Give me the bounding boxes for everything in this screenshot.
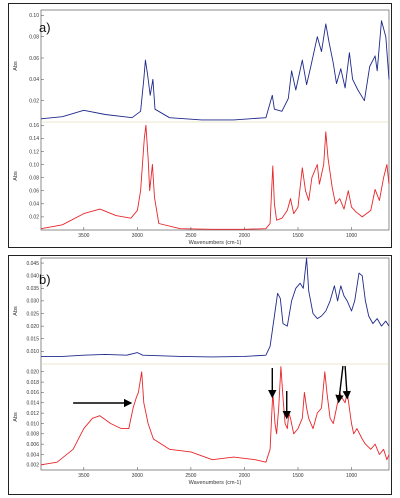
x-tick-label: 3000 — [132, 473, 143, 479]
y-tick-label: 0.10 — [29, 162, 39, 168]
y-tick-label: 0.008 — [26, 432, 39, 438]
y-tick-label: 0.015 — [26, 337, 39, 343]
x-tick-label: 1000 — [346, 233, 357, 239]
y-tick-label: 0.018 — [26, 380, 39, 386]
x-tick-label: 1000 — [346, 473, 357, 479]
series-line-red — [40, 366, 390, 466]
plot-frame — [40, 9, 390, 231]
y-tick-label: 0.16 — [29, 123, 39, 129]
y-tick-label: 0.08 — [29, 175, 39, 181]
annotation-arrow — [335, 365, 344, 404]
chart-b: 0.010 0.015 0.020 0.025 0.030 0.035 0.040 0.045… — [13, 257, 390, 486]
y-axis-label: Abs — [13, 171, 19, 181]
x-tick-label: 2000 — [239, 473, 250, 479]
x-axis-label: Wavenumbers (cm-1) — [189, 240, 242, 246]
series-line-blue — [40, 20, 390, 121]
x-tick-label: 2500 — [185, 233, 196, 239]
panel-a: 0.02 0.04 0.06 0.08 0.10 Abs 0.02 0.04 0.06 0.08 0… — [8, 3, 392, 248]
panel-label-a: a) — [39, 20, 51, 35]
y-tick-label: 0.10 — [29, 13, 39, 19]
y-tick-label: 0.14 — [29, 136, 39, 142]
y-tick-label: 0.08 — [29, 34, 39, 40]
y-tick-label: 0.045 — [26, 261, 39, 267]
y-tick-label: 0.014 — [26, 401, 39, 407]
x-tick-label: 3500 — [78, 233, 89, 239]
y-tick-label: 0.06 — [29, 56, 39, 62]
annotation-arrow — [342, 365, 351, 400]
series-line-blue — [41, 257, 390, 358]
x-axis-label: Wavenumbers (cm-1) — [189, 480, 242, 486]
y-tick-label: 0.035 — [26, 286, 39, 292]
y-tick-label: 0.020 — [26, 370, 39, 376]
y-tick-label: 0.02 — [29, 98, 39, 104]
y-tick-label: 0.012 — [26, 411, 39, 417]
x-tick-label: 1500 — [292, 233, 303, 239]
series-line-red — [40, 124, 390, 230]
panel-b: 0.010 0.015 0.020 0.025 0.030 0.035 0.040 0.045… — [8, 255, 392, 495]
y-tick-label: 0.025 — [26, 311, 39, 317]
y-tick-label: 0.030 — [26, 299, 39, 305]
x-tick-label: 1500 — [292, 473, 303, 479]
x-tick-label: 2000 — [239, 233, 250, 239]
y-axis-label: Abs — [13, 412, 19, 422]
y-tick-label: 0.002 — [26, 463, 39, 469]
y-tick-label: 0.040 — [26, 273, 39, 279]
y-tick-label: 0.020 — [26, 324, 39, 330]
y-tick-label: 0.006 — [26, 442, 39, 448]
y-tick-label: 0.04 — [29, 77, 39, 83]
y-tick-label: 0.004 — [26, 452, 39, 458]
chart-a: 0.02 0.04 0.06 0.08 0.10 Abs 0.02 0.04 0.06 0.08 0… — [13, 9, 390, 246]
x-tick-label: 2500 — [185, 473, 196, 479]
y-tick-label: 0.06 — [29, 189, 39, 195]
y-axis-label: Abs — [13, 306, 19, 316]
panel-label-b: b) — [39, 272, 51, 287]
x-tick-label: 3000 — [132, 233, 143, 239]
y-axis-label: Abs — [13, 61, 19, 71]
y-tick-label: 0.010 — [26, 349, 39, 355]
y-tick-label: 0.02 — [29, 215, 39, 221]
y-tick-label: 0.04 — [29, 202, 39, 208]
y-tick-label: 0.010 — [26, 421, 39, 427]
y-tick-label: 0.12 — [29, 149, 39, 155]
x-tick-label: 3500 — [78, 473, 89, 479]
y-tick-label: 0.016 — [26, 390, 39, 396]
